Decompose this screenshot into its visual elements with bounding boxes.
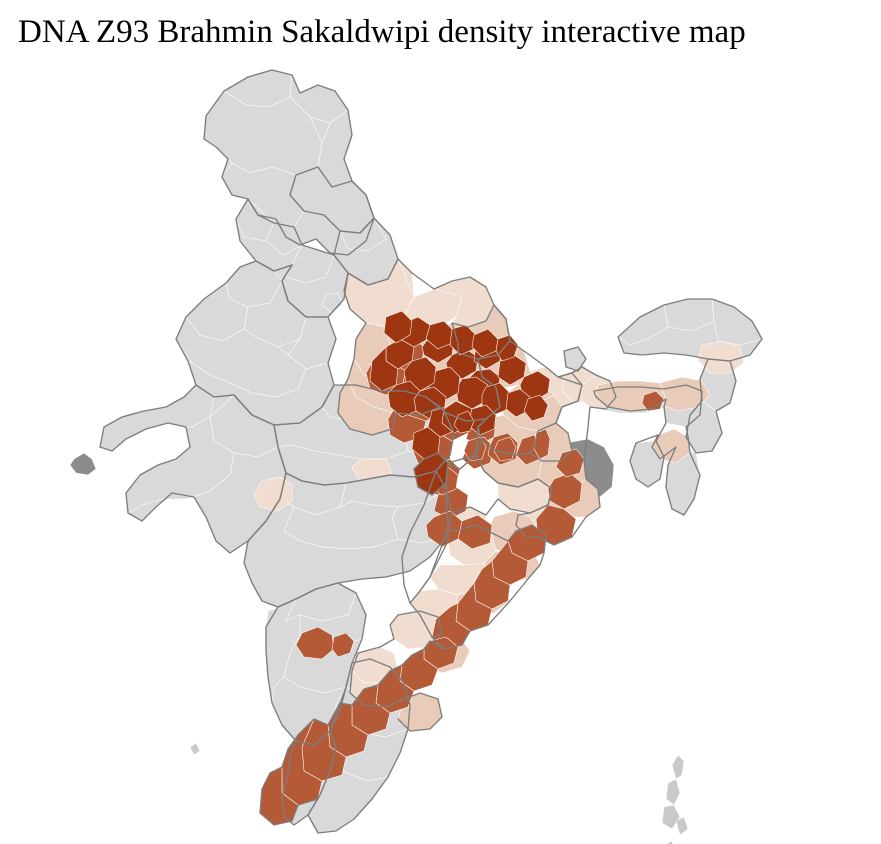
india-choropleth-map[interactable] [0,55,881,844]
region-kutch-island[interactable] [69,452,97,476]
region-bihar-pocket-south-1[interactable] [453,410,475,434]
region-assam-valley-2[interactable] [659,376,711,412]
region-bihar-sitamarhi[interactable] [495,334,519,362]
region-bihar-buxar[interactable] [403,356,437,392]
region-assam-nagaon[interactable] [641,390,665,412]
state-border-chhattisgarh [401,396,487,604]
state-border-karnataka [265,582,367,746]
state-border-telangana-ap [259,610,445,826]
layer-high-density-core [369,310,551,496]
region-bihar-lakhisarai[interactable] [523,394,549,422]
region-bihar-pocket-small-3[interactable] [533,428,551,460]
region-bihar-nalanda[interactable] [481,382,511,416]
state-border-nagaland-manipur [685,358,737,454]
region-up-azamgarh[interactable] [369,346,399,392]
region-up-kushinagar[interactable] [383,310,413,344]
region-assam-valley-3[interactable] [697,340,745,374]
region-telangana-adilabad[interactable] [295,626,335,660]
state-border-arunachal [617,298,763,362]
state-border-himachal [289,166,375,234]
region-delhi[interactable] [321,292,343,314]
region-bihar-pocket-small-2[interactable] [493,436,517,462]
region-telangana-pocket-2[interactable] [331,632,355,658]
state-border-jk [203,69,375,256]
state-border-west-bengal [475,366,617,546]
region-up-ghazipur[interactable] [387,380,421,418]
region-wb-malda[interactable] [555,448,585,478]
state-border-tamil-nadu [307,658,411,834]
page-title: DNA Z93 Brahmin Sakaldwipi density inter… [18,14,746,50]
state-border-northeast [593,384,703,516]
region-lakshadweep[interactable] [189,742,201,756]
layer-state-boundaries [99,69,763,834]
state-border-sikkim [563,346,587,372]
state-border-bihar [451,304,583,456]
region-andaman-nicobar[interactable] [660,754,724,844]
